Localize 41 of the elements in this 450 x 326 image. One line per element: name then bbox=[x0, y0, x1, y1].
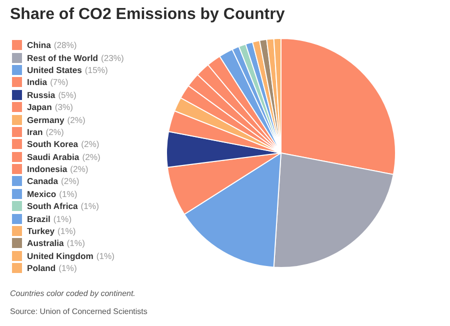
chart-title: Share of CO2 Emissions by Country bbox=[10, 6, 285, 24]
legend-label: Indonesia bbox=[27, 164, 68, 174]
data-label: (1%) bbox=[58, 226, 76, 236]
data-label: (2%) bbox=[46, 126, 64, 137]
legend-label: Rest of the World bbox=[27, 52, 98, 63]
legend-label: United States bbox=[27, 64, 82, 75]
data-label: (2%) bbox=[81, 139, 100, 150]
source-note: Source: Union of Concerned Scientists bbox=[10, 307, 148, 316]
data-label: (2%) bbox=[82, 152, 100, 162]
data-label: (2%) bbox=[61, 176, 80, 186]
data-label: (7%) bbox=[50, 77, 68, 88]
legend-label: Turkey bbox=[27, 226, 55, 236]
legend-label: Russia bbox=[27, 90, 56, 100]
legend-label: Brazil bbox=[27, 214, 50, 224]
data-label: (3%) bbox=[54, 102, 73, 112]
legend-label: Poland bbox=[27, 263, 56, 274]
legend-label: Japan bbox=[27, 102, 52, 112]
data-label: (1%) bbox=[58, 263, 77, 274]
legend-label: South Africa bbox=[27, 201, 78, 212]
legend-label: India bbox=[27, 77, 48, 88]
legend-label: Canada bbox=[27, 176, 58, 186]
data-label: (5%) bbox=[58, 90, 76, 100]
data-label: (2%) bbox=[70, 164, 88, 174]
data-label: (15%) bbox=[84, 64, 108, 75]
data-label: (1%) bbox=[80, 201, 99, 212]
legend-label: Mexico bbox=[27, 188, 56, 199]
data-label: (1%) bbox=[59, 188, 78, 199]
data-label: (28%) bbox=[54, 40, 77, 50]
text: Countries color coded by continent. bbox=[10, 289, 136, 298]
data-label: (1%) bbox=[66, 238, 85, 248]
legend-label: China bbox=[27, 40, 51, 50]
data-label: (1%) bbox=[96, 250, 115, 261]
legend-label: Australia bbox=[27, 238, 64, 248]
legend-label: South Korea bbox=[27, 139, 78, 150]
legend-label: Germany bbox=[27, 114, 64, 125]
data-label: (2%) bbox=[67, 114, 86, 125]
data-label: (23%) bbox=[100, 52, 124, 63]
legend-label: Iran bbox=[27, 126, 43, 137]
legend-label: United Kingdom bbox=[27, 250, 94, 261]
data-label: (1%) bbox=[53, 214, 72, 224]
legend-label: Saudi Arabia bbox=[27, 152, 80, 162]
